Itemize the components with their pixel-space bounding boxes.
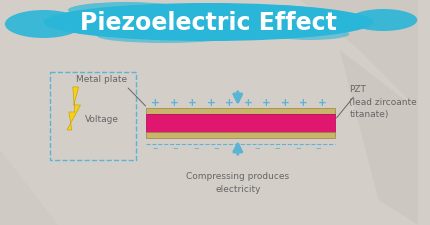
Text: Compressing produces
electricity: Compressing produces electricity bbox=[186, 172, 289, 194]
Bar bbox=[145, 114, 334, 132]
Polygon shape bbox=[67, 87, 80, 130]
Text: –: – bbox=[193, 143, 198, 153]
Text: –: – bbox=[233, 143, 239, 153]
Text: +: + bbox=[280, 98, 289, 108]
Text: +: + bbox=[298, 98, 307, 108]
Polygon shape bbox=[300, 0, 417, 110]
Text: –: – bbox=[295, 143, 300, 153]
Ellipse shape bbox=[5, 10, 82, 38]
Text: +: + bbox=[169, 98, 178, 108]
Text: –: – bbox=[172, 143, 178, 153]
Text: +: + bbox=[187, 98, 196, 108]
Text: PZT
(lead zircoante
titanate): PZT (lead zircoante titanate) bbox=[349, 85, 416, 119]
Text: +: + bbox=[243, 98, 252, 108]
Text: –: – bbox=[254, 143, 259, 153]
Text: –: – bbox=[315, 143, 320, 153]
Text: +: + bbox=[317, 98, 326, 108]
Text: +: + bbox=[150, 98, 159, 108]
Text: +: + bbox=[224, 98, 233, 108]
Text: +: + bbox=[261, 98, 270, 108]
Text: –: – bbox=[152, 143, 158, 153]
Bar bbox=[50, 72, 135, 160]
Text: –: – bbox=[213, 143, 219, 153]
Text: Piezoelectric Effect: Piezoelectric Effect bbox=[80, 11, 336, 35]
Text: –: – bbox=[274, 143, 280, 153]
Ellipse shape bbox=[349, 9, 416, 31]
Ellipse shape bbox=[97, 29, 232, 43]
Ellipse shape bbox=[68, 2, 184, 18]
Ellipse shape bbox=[223, 5, 319, 19]
Polygon shape bbox=[0, 150, 58, 225]
Ellipse shape bbox=[43, 3, 373, 41]
Text: +: + bbox=[206, 98, 215, 108]
Ellipse shape bbox=[271, 28, 349, 40]
Bar bbox=[145, 132, 334, 138]
Bar bbox=[145, 108, 334, 114]
Text: Voltage: Voltage bbox=[84, 115, 118, 124]
Text: Metal plate: Metal plate bbox=[76, 74, 127, 83]
Polygon shape bbox=[339, 50, 417, 225]
